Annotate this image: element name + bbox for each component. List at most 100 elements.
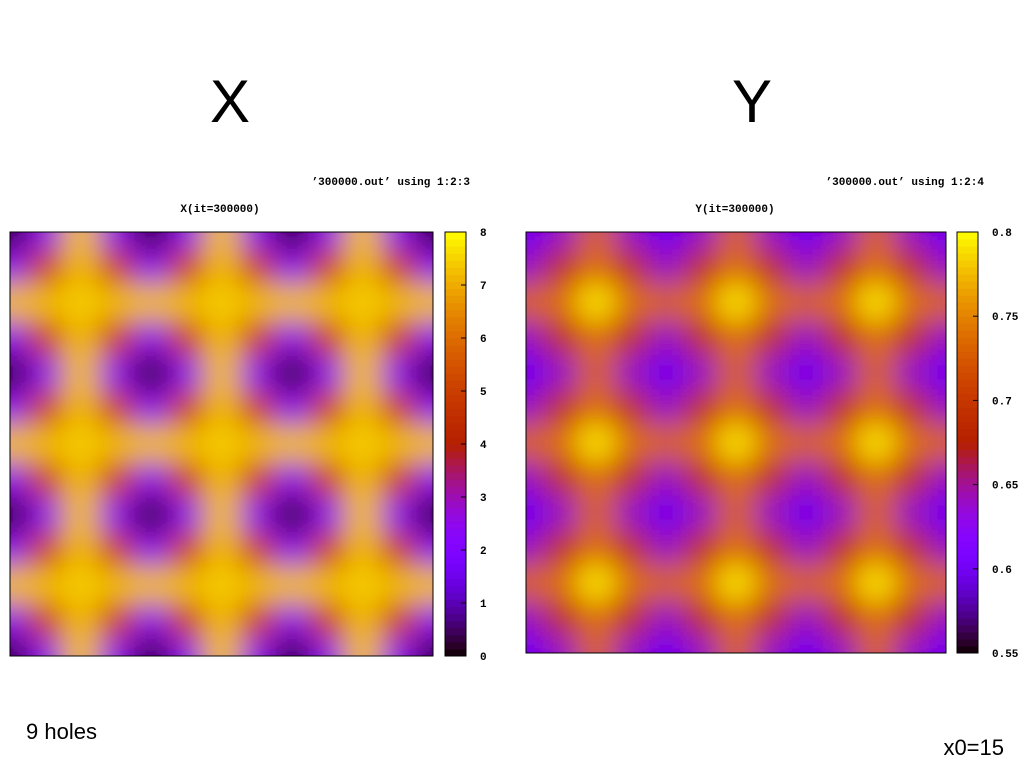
heatmap-cell	[168, 461, 205, 498]
heatmap-cell	[168, 426, 205, 463]
colorbar-step	[445, 451, 466, 459]
heatmap-cell	[415, 320, 433, 357]
heatmap-cell	[168, 320, 205, 357]
heatmap-cell	[309, 567, 346, 604]
heatmap-cell	[613, 565, 649, 601]
heatmap-cell	[239, 426, 275, 463]
colorbar-step	[957, 253, 978, 261]
heatmap-cell	[543, 600, 579, 636]
heatmap-cell	[526, 565, 544, 601]
heatmap-cell	[274, 638, 311, 656]
heatmap-cell	[613, 460, 649, 496]
heatmap-cell	[543, 354, 579, 391]
heatmap-cell	[203, 320, 240, 357]
colorbar-step	[957, 596, 978, 605]
colorbar-tick-label: 0.65	[992, 481, 1019, 493]
colorbar-step	[957, 456, 978, 465]
heatmap-cell	[893, 635, 929, 653]
colorbar-step	[445, 521, 466, 530]
heatmap-cell	[344, 532, 381, 569]
heatmap-cell	[578, 530, 614, 566]
colorbar-step	[957, 421, 978, 429]
heatmap-cell	[415, 638, 433, 656]
colorbar-step	[957, 400, 978, 408]
colorbar-step	[957, 631, 978, 640]
heatmap-cell	[648, 424, 684, 461]
heatmap-cell	[893, 284, 929, 321]
heatmap-cell	[543, 635, 579, 653]
heatmap-cell	[578, 565, 614, 601]
colorbar-step	[957, 267, 978, 275]
heatmap-cell	[239, 567, 275, 604]
heatmap-cell	[788, 319, 824, 356]
heatmap-cell	[718, 284, 754, 321]
colorbar-step	[445, 394, 466, 403]
heatmap-cell	[928, 565, 946, 601]
heatmap-cell	[168, 638, 205, 656]
heatmap-cell	[10, 320, 29, 357]
colorbar-step	[957, 610, 978, 619]
heatmap-cell	[578, 354, 614, 391]
heatmap-cell	[823, 530, 859, 566]
heatmap-cell	[893, 495, 929, 531]
heatmap-cell	[309, 497, 346, 533]
heatmap	[10, 232, 433, 656]
heatmap-cell	[526, 389, 544, 426]
colorbar-step	[957, 407, 978, 415]
heatmap-cell	[274, 532, 311, 569]
heatmap-cell	[133, 355, 170, 392]
heatmap-cell	[858, 319, 894, 356]
heatmap-cell	[526, 354, 544, 391]
colorbar-step	[445, 599, 466, 608]
heatmap-cell	[788, 600, 824, 636]
heatmap-cell	[718, 495, 754, 531]
heatmap-cell	[718, 460, 754, 496]
colorbar-step	[445, 239, 466, 247]
heatmap-cell	[168, 497, 205, 533]
heatmap-cell	[309, 426, 346, 463]
heatmap-cell	[578, 495, 614, 531]
heatmap-cell	[858, 565, 894, 601]
heatmap-cell	[613, 635, 649, 653]
heatmap-cell	[203, 355, 240, 392]
colorbar-step	[445, 550, 466, 558]
heatmap-cell	[928, 530, 946, 566]
colorbar-tick-label: 0	[480, 652, 487, 664]
heatmap-cell	[753, 530, 789, 566]
colorbar-tick-label: 1	[480, 599, 487, 611]
colorbar-step	[445, 408, 466, 417]
heatmap-cell	[858, 495, 894, 531]
colorbar-step	[957, 379, 978, 387]
heatmap-cell	[309, 320, 346, 357]
heatmap-cell	[133, 249, 170, 286]
colorbar-step	[957, 449, 978, 458]
heatmap-cell	[613, 389, 649, 426]
heatmap-cell	[928, 319, 946, 356]
colorbar-step	[445, 500, 466, 509]
heatmap-cell	[526, 284, 544, 321]
colorbar-step	[957, 442, 978, 451]
heatmap-cell	[168, 532, 205, 569]
heatmap-cell	[928, 249, 946, 286]
heatmap-cell	[578, 635, 614, 653]
colorbar-step	[957, 414, 978, 422]
heatmap-cell	[893, 460, 929, 496]
heatmap-cell	[10, 638, 29, 656]
heatmap-cell	[613, 249, 649, 286]
heatmap-cell	[613, 495, 649, 531]
heatmap-cell	[526, 460, 544, 496]
colorbar-step	[957, 526, 978, 535]
heatmap-cell	[718, 354, 754, 391]
heatmap-cell	[62, 532, 99, 569]
colorbar-step	[957, 624, 978, 633]
colorbar-step	[957, 533, 978, 542]
heatmap-cell	[380, 567, 416, 604]
heatmap-cell	[683, 284, 719, 321]
heatmap-cell	[309, 355, 346, 392]
heatmap-cell	[344, 249, 381, 286]
heatmap-cell	[823, 600, 859, 636]
heatmap-cell	[380, 461, 416, 498]
heatmap-cell	[168, 391, 205, 427]
heatmap-cell	[27, 532, 64, 569]
